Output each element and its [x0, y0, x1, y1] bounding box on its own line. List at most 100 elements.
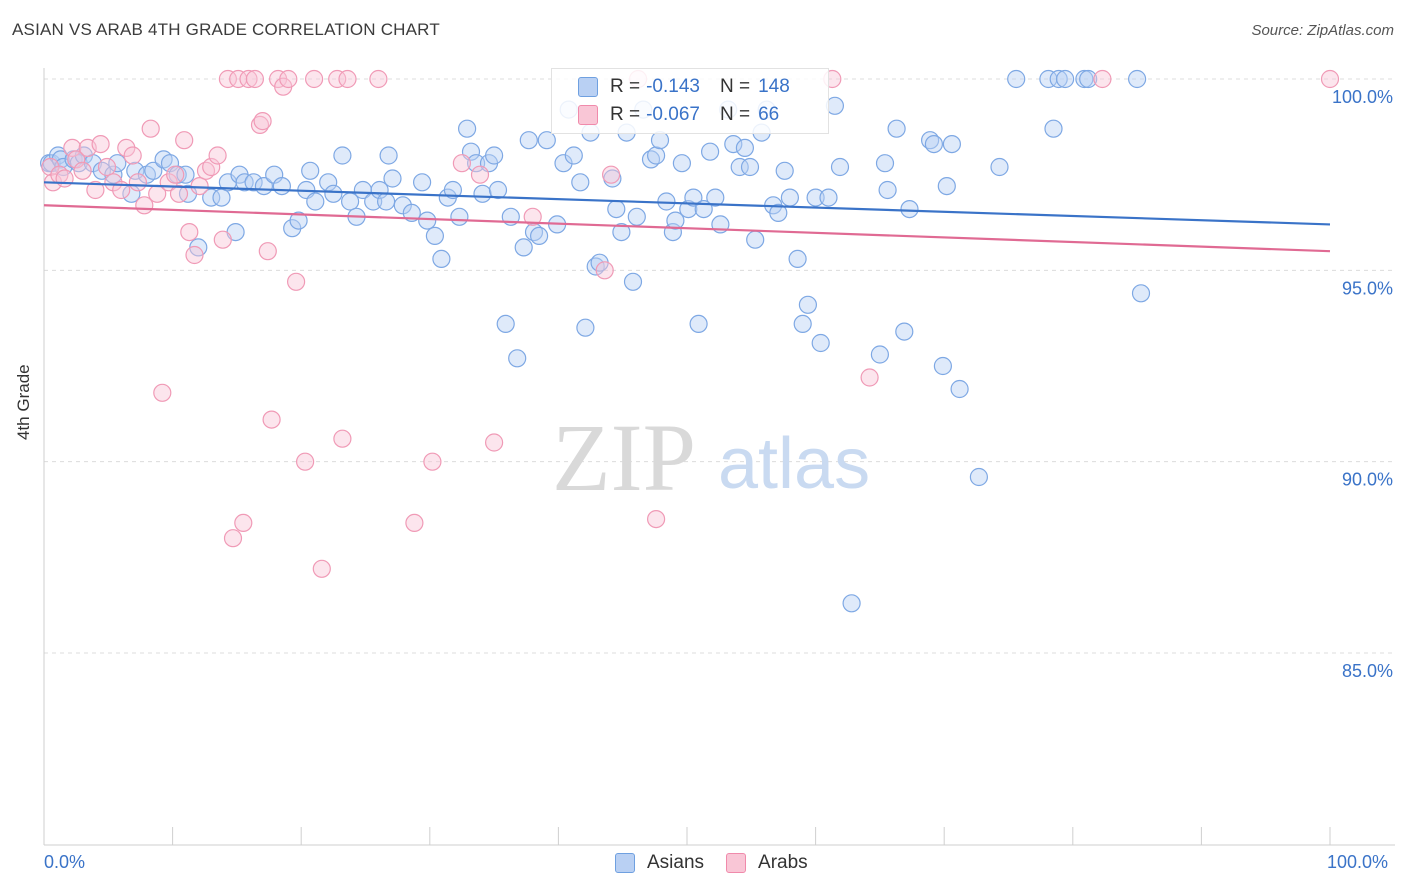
point-arabs [470, 165, 490, 184]
point-arabs [312, 559, 331, 578]
point-asians [788, 249, 807, 268]
point-asians [377, 192, 396, 211]
point-asians [1127, 69, 1147, 89]
point-asians [176, 165, 195, 184]
legend-n-value-arabs: 66 [758, 104, 780, 125]
point-asians [924, 135, 944, 154]
y-tick-label: 85.0% [1342, 661, 1393, 681]
point-arabs [328, 69, 347, 89]
point-arabs [208, 146, 227, 165]
legend-r-label: R = [610, 76, 641, 97]
point-arabs [523, 207, 542, 226]
point-asians [576, 318, 595, 337]
point-asians [666, 211, 685, 230]
point-asians [806, 188, 825, 207]
series-legend-item-arabs[interactable]: Arabs [726, 852, 808, 874]
point-arabs [202, 157, 221, 177]
point-asians [811, 333, 830, 353]
point-asians [473, 184, 492, 203]
point-arabs [166, 165, 185, 184]
point-asians [450, 207, 469, 226]
point-asians [1049, 69, 1068, 89]
point-asians [333, 146, 352, 165]
legend-row-arabs: R = -0.067 N = 66 [578, 101, 779, 129]
point-arabs [239, 69, 258, 89]
point-arabs [305, 69, 324, 89]
point-asians [900, 200, 919, 219]
point-asians [969, 467, 989, 487]
point-asians [244, 173, 263, 192]
legend-n-label: N = [719, 76, 751, 97]
series-label-asians: Asians [647, 852, 705, 873]
point-asians [684, 188, 703, 207]
point-asians [735, 138, 755, 157]
point-asians [212, 188, 231, 207]
point-asians [769, 203, 788, 222]
point-arabs [338, 69, 357, 89]
point-arabs [287, 272, 306, 291]
source-label: Source: ZipAtlas.com [1251, 22, 1394, 39]
point-asians [1131, 284, 1151, 303]
point-asians [933, 356, 953, 376]
point-asians [623, 272, 643, 291]
legend-r-value-arabs: -0.067 [646, 104, 700, 125]
point-arabs [452, 154, 471, 173]
point-arabs [190, 177, 209, 196]
point-asians [830, 157, 850, 177]
point-asians [554, 154, 573, 173]
point-asians [496, 314, 515, 333]
point-asians [646, 146, 666, 165]
point-asians [519, 131, 538, 150]
point-asians [571, 173, 590, 192]
point-asians [689, 314, 708, 333]
point-asians [775, 161, 794, 180]
trend-line-asians [43, 181, 1331, 226]
point-asians [706, 188, 725, 207]
point-asians [383, 169, 402, 188]
point-asians [1075, 69, 1094, 89]
point-asians [990, 157, 1009, 177]
point-arabs [1093, 69, 1112, 89]
chart-title: ASIAN VS ARAB 4TH GRADE CORRELATION CHAR… [12, 20, 440, 39]
point-arabs [153, 383, 172, 402]
point-asians [780, 188, 800, 207]
y-tick-label: 100.0% [1332, 87, 1393, 107]
point-asians [937, 177, 956, 196]
point-asians [202, 188, 221, 207]
point-asians [508, 349, 527, 368]
point-arabs [860, 368, 879, 387]
point-asians [324, 184, 343, 203]
point-asians [724, 135, 743, 154]
y-tick-label: 95.0% [1342, 278, 1393, 298]
gridlines [44, 78, 1395, 654]
x-tick-label-min: 0.0% [44, 852, 86, 872]
axes [43, 68, 1395, 846]
point-asians [108, 154, 127, 173]
point-asians [895, 322, 914, 341]
point-asians [887, 119, 906, 138]
point-arabs [262, 410, 281, 429]
point-arabs [223, 529, 243, 548]
legend-n-value-asians: 148 [758, 76, 790, 97]
point-asians [730, 157, 749, 177]
point-arabs [218, 69, 237, 89]
point-arabs [67, 150, 86, 169]
point-arabs [185, 245, 204, 265]
point-asians [418, 211, 437, 230]
point-asians [672, 154, 692, 173]
point-arabs [595, 261, 614, 280]
point-asians [283, 219, 302, 238]
point-asians [425, 226, 444, 245]
series-legend-item-asians[interactable]: Asians [615, 852, 704, 874]
trend-lines [43, 181, 1331, 253]
point-asians [488, 180, 508, 200]
point-arabs [213, 230, 232, 249]
x-tick-label-max: 100.0% [1327, 852, 1389, 872]
legend-n-label: N = [719, 104, 751, 125]
point-asians [612, 223, 631, 242]
point-arabs [258, 242, 277, 261]
series-legend: Asians Arabs [615, 852, 830, 874]
point-arabs [245, 69, 264, 89]
point-asians [144, 161, 163, 180]
point-asians [529, 226, 549, 245]
